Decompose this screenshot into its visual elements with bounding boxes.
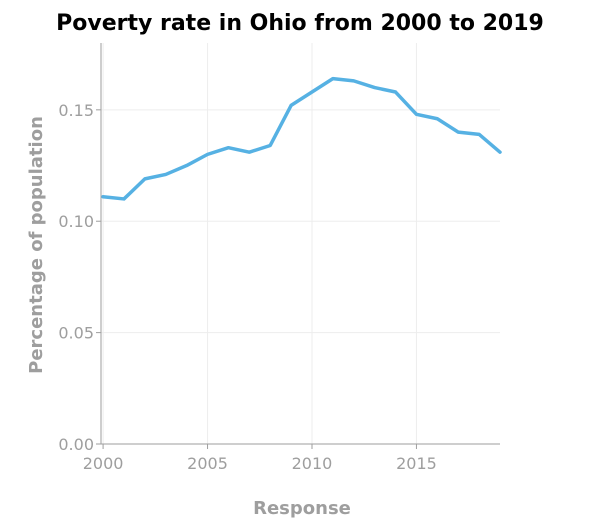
- chart-title: Poverty rate in Ohio from 2000 to 2019: [56, 11, 544, 36]
- y-tick-label: 0.05: [58, 324, 94, 343]
- y-axis-title: Percentage of population: [26, 116, 47, 374]
- series: [101, 76, 502, 201]
- x-tick-label: 2005: [187, 454, 228, 473]
- y-tick-label: 0.10: [58, 212, 94, 231]
- x-tick-label: 2000: [83, 454, 124, 473]
- series-line-0: [101, 76, 502, 201]
- x-axis-title: Response: [253, 498, 351, 519]
- grid: [101, 43, 500, 445]
- y-tick-label: 0.15: [58, 101, 94, 120]
- x-tick-label: 2010: [292, 454, 333, 473]
- x-tick-label: 2015: [396, 454, 437, 473]
- axes: 0.00 0.05 0.10 0.15 2000 2005 2010 2015: [58, 43, 500, 473]
- y-tick-label: 0.00: [58, 435, 94, 454]
